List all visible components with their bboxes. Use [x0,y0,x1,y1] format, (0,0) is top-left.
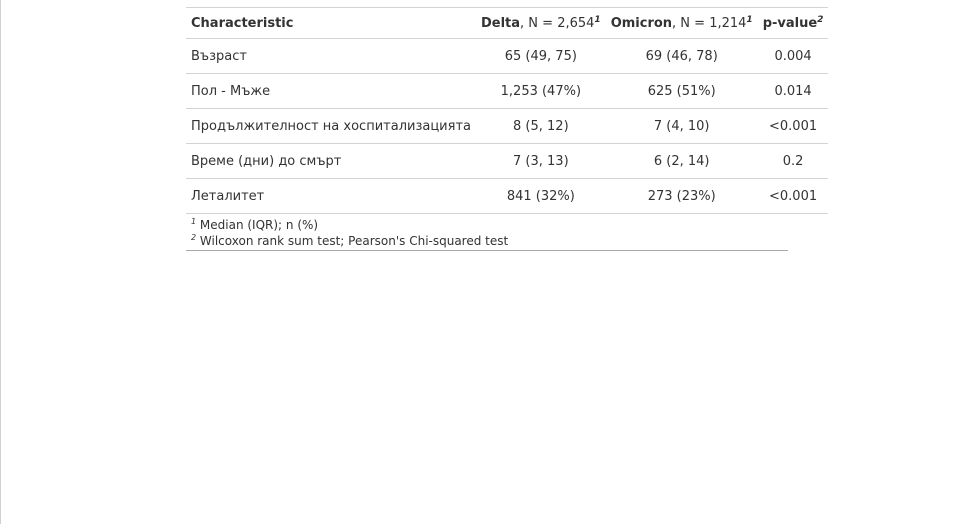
row-label: Леталитет [186,178,476,214]
table-footnotes: 1 Median (IQR); n (%) 2 Wilcoxon rank su… [186,214,788,251]
cell-pvalue: 0.014 [757,73,829,109]
header-delta-footnote-mark: 1 [594,14,601,25]
cell-delta: 8 (5, 12) [475,108,606,144]
cell-pvalue: 0.004 [757,38,829,74]
header-omicron-n: , N = 1,214 [672,15,747,31]
header-omicron-name: Omicron [610,15,673,31]
cell-delta: 841 (32%) [475,178,606,214]
cell-pvalue: <0.001 [757,108,829,144]
footnote-1-mark: 1 [191,217,197,226]
header-characteristic-label: Characteristic [191,15,294,31]
cell-omicron: 6 (2, 14) [605,143,758,179]
table-row: Време (дни) до смърт 7 (3, 13) 6 (2, 14)… [186,143,829,179]
header-row: Characteristic Delta, N = 2,6541 Omicron… [186,7,829,39]
header-pvalue-label: p-value [762,15,818,31]
header-characteristic: Characteristic [186,7,476,39]
cell-delta: 7 (3, 13) [475,143,606,179]
header-omicron: Omicron, N = 1,2141 [605,7,758,39]
table-row: Възраст 65 (49, 75) 69 (46, 78) 0.004 [186,38,829,74]
cell-omicron: 273 (23%) [605,178,758,214]
table-row: Пол - Мъже 1,253 (47%) 625 (51%) 0.014 [186,73,829,109]
row-label: Продължителност на хоспитализацията [186,108,476,144]
cell-pvalue: <0.001 [757,178,829,214]
header-pvalue: p-value2 [757,7,829,39]
header-delta-n: , N = 2,654 [520,15,595,31]
cell-pvalue: 0.2 [757,143,829,179]
cell-delta: 65 (49, 75) [475,38,606,74]
table-row: Леталитет 841 (32%) 273 (23%) <0.001 [186,178,829,214]
cell-omicron: 625 (51%) [605,73,758,109]
cell-omicron: 7 (4, 10) [605,108,758,144]
table-body: Възраст 65 (49, 75) 69 (46, 78) 0.004 По… [186,38,829,214]
row-label: Пол - Мъже [186,73,476,109]
table-header: Characteristic Delta, N = 2,6541 Omicron… [186,7,829,39]
footnote-2-mark: 2 [191,233,197,242]
footnote-2-text: Wilcoxon rank sum test; Pearson's Chi-sq… [196,234,509,248]
row-label: Време (дни) до смърт [186,143,476,179]
summary-table-container: Characteristic Delta, N = 2,6541 Omicron… [186,7,829,251]
table-row: Продължителност на хоспитализацията 8 (5… [186,108,829,144]
footnote-1: 1 Median (IQR); n (%) [191,217,783,233]
header-pvalue-footnote-mark: 2 [817,14,824,25]
footnote-2: 2 Wilcoxon rank sum test; Pearson's Chi-… [191,233,783,249]
header-omicron-footnote-mark: 1 [746,14,753,25]
cell-delta: 1,253 (47%) [475,73,606,109]
row-label: Възраст [186,38,476,74]
header-delta: Delta, N = 2,6541 [475,7,606,39]
header-delta-name: Delta [480,15,521,31]
cell-omicron: 69 (46, 78) [605,38,758,74]
summary-table: Characteristic Delta, N = 2,6541 Omicron… [186,7,829,214]
footnote-1-text: Median (IQR); n (%) [196,218,319,232]
